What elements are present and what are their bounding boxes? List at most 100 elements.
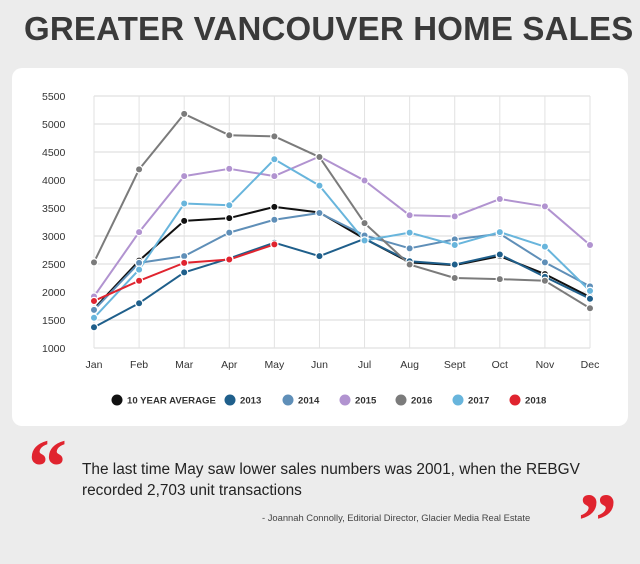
data-point [405, 228, 414, 237]
data-point [450, 212, 459, 221]
data-point [495, 194, 505, 204]
y-tick-label: 4500 [42, 147, 66, 159]
data-point [315, 181, 324, 190]
legend-marker [224, 394, 236, 406]
series-line [93, 212, 591, 311]
data-point [540, 202, 550, 211]
y-tick-label: 3000 [42, 231, 66, 243]
x-tick-label: Oct [492, 359, 508, 371]
data-point [405, 244, 414, 253]
data-point [179, 199, 189, 208]
open-quote-icon: “ [28, 423, 67, 510]
quote-text: The last time May saw lower sales number… [82, 461, 580, 499]
legend-marker [395, 394, 407, 406]
y-tick-label: 5500 [42, 91, 66, 103]
chart-card: 1000 1500 2000 2500 3000 3500 4000 4500 5000 5500… [12, 68, 628, 426]
data-point [89, 305, 99, 315]
x-tick-label: Mar [175, 359, 194, 371]
data-point [270, 132, 279, 141]
x-tick-label: Dec [581, 359, 600, 371]
data-point [540, 276, 550, 285]
data-point [270, 155, 279, 164]
legend-label: 2014 [298, 396, 320, 407]
legend-marker [111, 394, 123, 406]
data-point [225, 213, 234, 223]
data-point [405, 260, 414, 269]
data-point [450, 260, 459, 269]
data-point [179, 268, 189, 277]
data-point [540, 258, 550, 267]
legend-label: 2016 [411, 396, 432, 407]
data-point [495, 250, 505, 259]
data-point [270, 240, 279, 249]
data-point [360, 218, 369, 228]
legend-label: 2015 [355, 396, 377, 407]
legend-marker [339, 394, 351, 406]
series-line [93, 237, 591, 329]
x-tick-label: Sept [444, 359, 466, 371]
y-tick-label: 2500 [42, 259, 66, 271]
data-point [179, 109, 189, 119]
x-tick-label: Feb [130, 359, 148, 371]
data-point [225, 200, 234, 210]
page-title: GREATER VANCOUVER HOME SALES [24, 10, 634, 47]
legend-marker [452, 394, 464, 406]
data-point [585, 286, 595, 296]
data-point [134, 276, 144, 285]
legend-label: 2018 [525, 396, 547, 407]
data-point [270, 171, 279, 181]
legend-label: 2013 [240, 396, 261, 407]
data-point [134, 227, 144, 237]
data-point [134, 165, 144, 174]
data-point [89, 258, 99, 267]
quote-attribution: - Joannah Connolly, Editorial Director, … [262, 512, 531, 523]
x-tick-label: Aug [400, 359, 419, 371]
x-tick-label: May [264, 359, 285, 371]
x-tick-label: Jun [311, 359, 328, 371]
data-point [315, 251, 324, 261]
y-tick-label: 3500 [42, 203, 66, 215]
data-point [134, 265, 144, 274]
pull-quote: “ The last time May saw lower sales numb… [0, 423, 640, 560]
line-chart: 1000 1500 2000 2500 3000 3500 4000 4500 5000 5500… [42, 91, 600, 407]
data-point [315, 152, 324, 162]
data-point [89, 296, 99, 306]
series-line [93, 112, 591, 310]
data-point [585, 294, 595, 303]
x-tick-label: Jul [358, 359, 371, 371]
series-line [93, 155, 591, 298]
data-point [450, 240, 459, 250]
data-point [270, 215, 279, 224]
y-tick-label: 2000 [42, 287, 66, 299]
y-tick-label: 5000 [42, 119, 66, 131]
data-point [225, 130, 234, 140]
legend-label: 2017 [468, 396, 489, 407]
data-point [540, 242, 550, 251]
data-point [360, 236, 369, 245]
data-point [134, 298, 144, 308]
data-point [225, 255, 234, 264]
x-tick-label: Apr [221, 359, 238, 371]
close-quote-icon: ” [578, 477, 617, 564]
data-point [315, 208, 324, 218]
data-point [89, 323, 99, 332]
data-point [495, 227, 505, 237]
data-point [89, 313, 99, 322]
data-point [270, 202, 279, 212]
y-tick-label: 4000 [42, 175, 66, 187]
data-point [405, 211, 414, 220]
legend-label: 10 YEAR AVERAGE [127, 396, 216, 407]
data-point [179, 251, 189, 261]
data-point [225, 164, 234, 174]
data-point [225, 228, 234, 237]
data-point [179, 258, 189, 268]
data-point [179, 216, 189, 226]
data-point [134, 258, 144, 268]
series-line [93, 158, 591, 319]
data-point [585, 304, 595, 313]
y-tick-label: 1500 [42, 315, 66, 327]
x-tick-label: Nov [536, 359, 555, 371]
data-point [360, 176, 369, 185]
data-point [450, 273, 459, 283]
data-point [495, 274, 505, 284]
